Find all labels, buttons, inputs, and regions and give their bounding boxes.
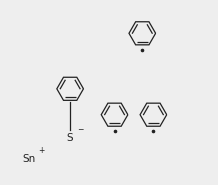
Text: S: S	[67, 133, 73, 143]
Text: Sn: Sn	[23, 154, 36, 164]
Text: −: −	[77, 125, 83, 134]
Text: +: +	[38, 146, 45, 155]
